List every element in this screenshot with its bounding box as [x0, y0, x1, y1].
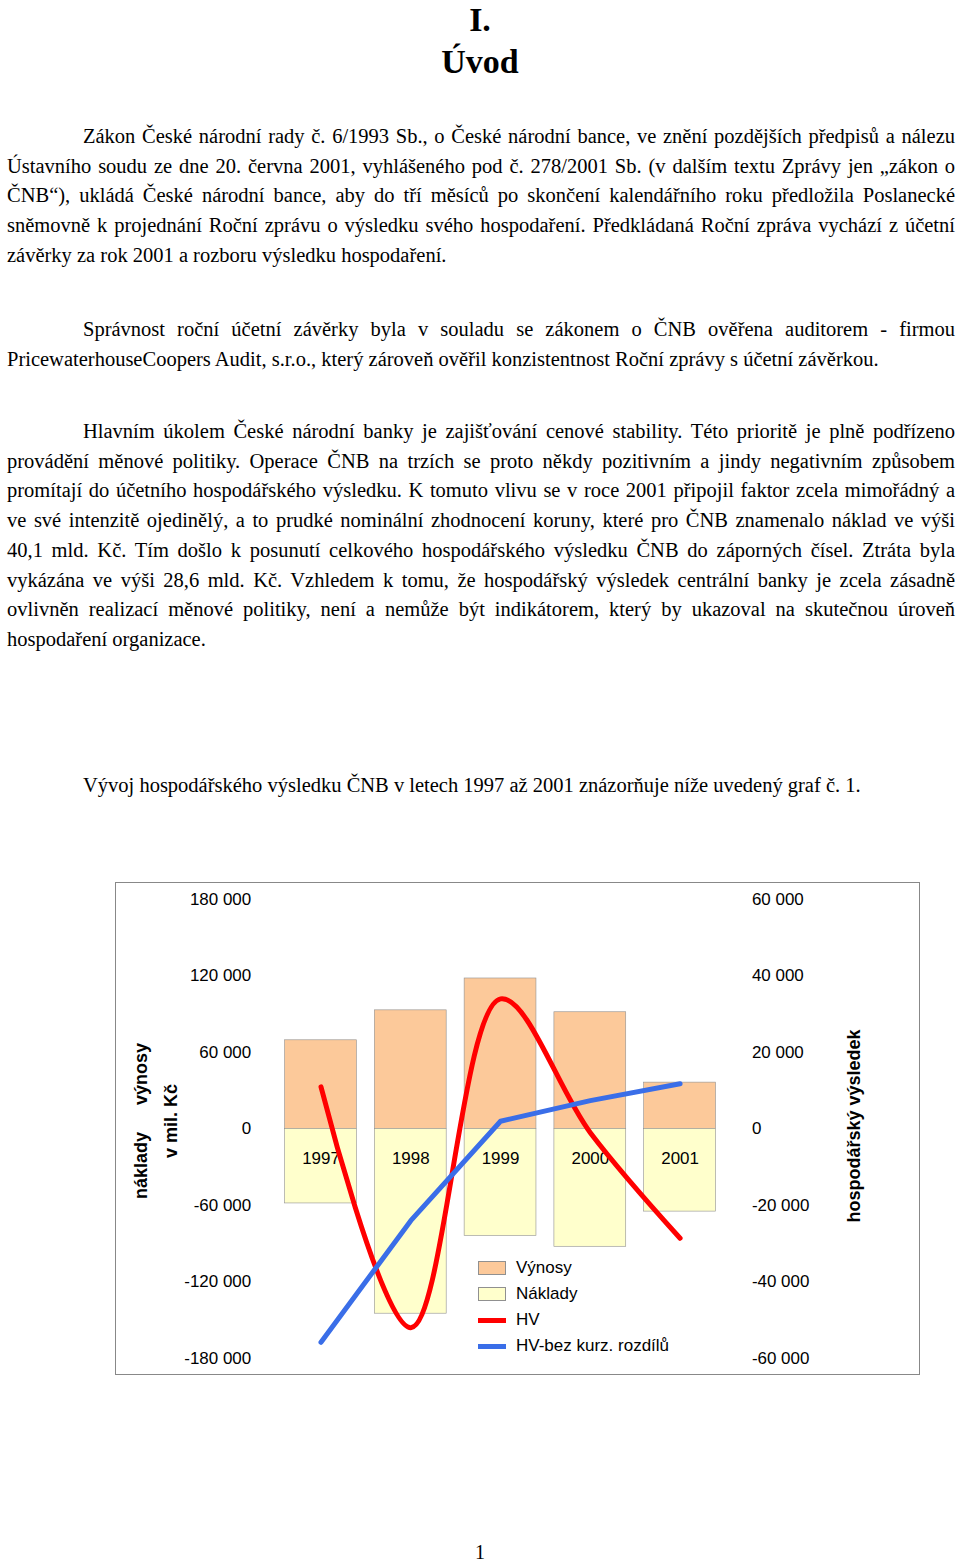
svg-text:20 000: 20 000 [752, 1043, 804, 1062]
html-text:Vývoj hospodářského výsledku Č: Vývoj hospodářského výsledku ČNB v letec… [83, 774, 861, 796]
html-text:1: 1 [475, 1541, 485, 1563]
svg-text:120 000: 120 000 [190, 966, 251, 985]
svg-text:-60 000: -60 000 [752, 1349, 809, 1368]
html-text:hospodářský výsledek: hospodářský výsledek [844, 1029, 864, 1223]
svg-text:180 000: 180 000 [190, 890, 251, 909]
svg-text:0: 0 [242, 1119, 251, 1138]
html-text:Náklady: Náklady [516, 1284, 578, 1303]
html-text:Správnost roční účetní závěrky: Správnost roční účetní závěrky byla v so… [7, 318, 955, 370]
svg-text:-40 000: -40 000 [752, 1272, 809, 1291]
html-text:Výnosy: Výnosy [516, 1258, 572, 1277]
svg-text:-180 000: -180 000 [184, 1349, 251, 1368]
html-text:Hlavním úkolem České národní b: Hlavním úkolem České národní banky je za… [7, 420, 955, 650]
svg-text:-120 000: -120 000 [184, 1272, 251, 1291]
html-text:HV-bez kurz. rozdílů: HV-bez kurz. rozdílů [516, 1336, 670, 1355]
svg-text:1998: 1998 [392, 1149, 430, 1168]
svg-text:1997: 1997 [302, 1149, 340, 1168]
html-text:I.: I. [469, 1, 491, 38]
svg-text:-60 000: -60 000 [194, 1196, 251, 1215]
svg-text:60 000: 60 000 [199, 1043, 251, 1062]
html-text:HV: HV [516, 1310, 540, 1329]
svg-text:60 000: 60 000 [752, 890, 804, 909]
svg-text:2001: 2001 [661, 1149, 699, 1168]
html-text:v mil. Kč: v mil. Kč [161, 1084, 181, 1158]
svg-text:-20 000: -20 000 [752, 1196, 809, 1215]
html-text:Úvod: Úvod [441, 43, 519, 80]
svg-text:0: 0 [752, 1119, 761, 1138]
svg-text:40 000: 40 000 [752, 966, 804, 985]
svg-text:2000: 2000 [571, 1149, 610, 1169]
html-text:Zákon České národní rady č. 6/: Zákon České národní rady č. 6/1993 Sb., … [7, 125, 955, 266]
html-text:náklady výnosy: náklady výnosy [131, 1043, 151, 1199]
svg-text:1999: 1999 [482, 1149, 520, 1168]
